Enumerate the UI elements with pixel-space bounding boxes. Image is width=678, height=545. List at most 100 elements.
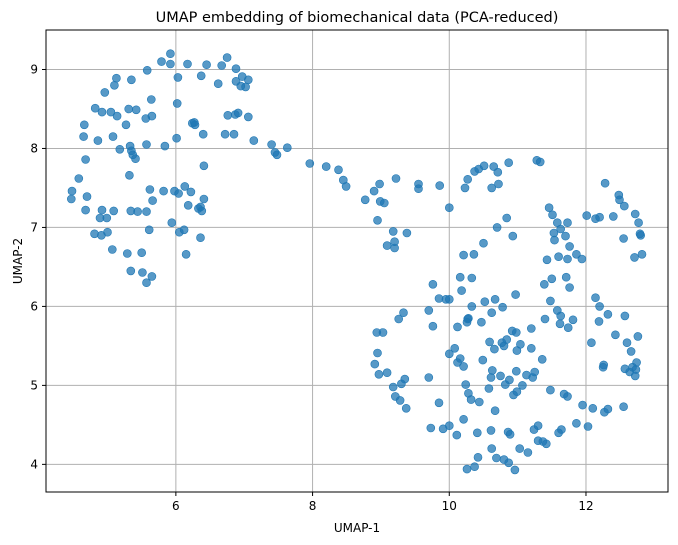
scatter-point [180, 182, 190, 191]
scatter-point [546, 296, 555, 306]
scatter-point [608, 212, 618, 221]
scatter-point [402, 228, 412, 238]
scatter-point [426, 423, 436, 433]
scatter-point [267, 140, 276, 149]
scatter-point [142, 278, 151, 288]
scatter-point [95, 213, 105, 223]
scatter-point [523, 448, 533, 457]
scatter-point [530, 367, 540, 377]
scatter-point [222, 53, 232, 62]
scatter-point [198, 129, 208, 139]
scatter-point [467, 302, 477, 311]
scatter-point [103, 227, 112, 237]
scatter-point [493, 167, 503, 177]
scatter-point [498, 302, 507, 312]
scatter-point [636, 231, 646, 240]
axis-ticks: 6 8 10 12 4 5 6 7 8 9 [30, 62, 593, 513]
scatter-point [500, 380, 510, 389]
scatter-point [620, 311, 630, 321]
scatter-point [172, 99, 182, 108]
scatter-point [159, 186, 168, 196]
scatter-point [108, 132, 118, 141]
scatter-point [138, 268, 147, 277]
scatter-point [373, 348, 382, 358]
scatter-point [582, 211, 592, 220]
scatter-point [173, 73, 183, 82]
scatter-point [80, 120, 89, 130]
scatter-point [199, 194, 209, 204]
scatter-point [321, 162, 331, 171]
scatter-point [109, 206, 118, 216]
scatter-point [474, 397, 484, 407]
scatter-point [186, 187, 196, 197]
scatter-point [166, 49, 175, 59]
scatter-point [595, 212, 604, 222]
scatter-point [97, 107, 107, 117]
scatter-point [594, 317, 604, 326]
scatter-point [144, 225, 154, 235]
scatter-point [486, 373, 496, 382]
scatter-point [390, 243, 399, 253]
scatter-point [450, 343, 460, 353]
scatter-point [81, 205, 90, 215]
scatter-point [375, 179, 384, 189]
scatter-point [542, 255, 552, 265]
scatter-point [382, 368, 392, 378]
scatter-point [148, 196, 157, 205]
scatter-point [197, 206, 207, 216]
scatter-point [470, 462, 479, 472]
scatter-point [137, 248, 146, 257]
scatter-point [572, 250, 581, 259]
scatter-point [400, 374, 410, 384]
scatter-point [82, 192, 92, 201]
scatter-point [518, 381, 527, 390]
scatter-point [434, 398, 444, 408]
scatter-point [516, 339, 525, 349]
scatter-point [490, 294, 500, 304]
scatter-point [622, 338, 632, 348]
scatter-point [127, 75, 136, 85]
scatter-point [382, 241, 392, 250]
scatter-point [473, 452, 483, 462]
scatter-point [568, 315, 578, 325]
scatter-point [561, 272, 571, 282]
scatter-point [233, 108, 243, 118]
scatter-point [504, 458, 514, 468]
scatter-point [121, 120, 131, 130]
scatter-point [100, 88, 110, 97]
scatter-point [453, 322, 462, 332]
scatter-point [147, 95, 156, 104]
scatter-point [457, 286, 466, 295]
scatter-point [577, 254, 587, 264]
scatter-point [572, 418, 581, 428]
scatter-point [469, 250, 479, 259]
scatter-point [526, 324, 536, 333]
scatter-point [112, 73, 121, 83]
scatter-point [484, 384, 494, 393]
scatter-point [511, 366, 521, 376]
scatter-point [67, 186, 77, 196]
scatter-point [508, 231, 518, 241]
scatter-point [515, 444, 525, 453]
scatter-point [90, 229, 99, 239]
scatter-point [452, 430, 462, 440]
scatter-point [424, 373, 434, 382]
scatter-point [142, 66, 152, 75]
scatter-point [467, 273, 477, 283]
scatter-point [360, 195, 370, 205]
scatter-point [181, 250, 191, 259]
scatter-point [188, 118, 197, 128]
scatter-point [74, 174, 84, 183]
scatter-point [626, 347, 636, 356]
scatter-point [305, 159, 315, 168]
scatter-point [533, 421, 543, 431]
scatter-point [490, 344, 499, 354]
scatter-point [550, 235, 559, 245]
scatter-point [133, 207, 142, 216]
scatter-point [90, 103, 100, 113]
scatter-points [67, 49, 647, 475]
scatter-point [125, 171, 134, 180]
scatter-point [379, 198, 389, 208]
chart-title: UMAP embedding of biomechanical data (PC… [156, 10, 559, 26]
scatter-point [563, 392, 572, 401]
